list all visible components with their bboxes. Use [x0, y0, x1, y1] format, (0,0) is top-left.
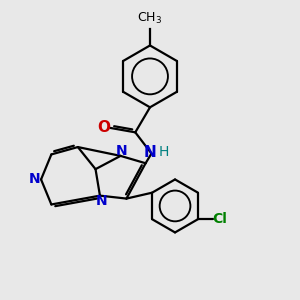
Text: O: O [97, 120, 110, 135]
Text: N: N [144, 145, 156, 160]
Text: N: N [29, 172, 40, 186]
Text: Cl: Cl [213, 212, 227, 226]
Text: H: H [159, 145, 169, 159]
Text: CH$_3$: CH$_3$ [137, 11, 163, 26]
Text: N: N [96, 194, 107, 208]
Text: N: N [116, 145, 128, 158]
